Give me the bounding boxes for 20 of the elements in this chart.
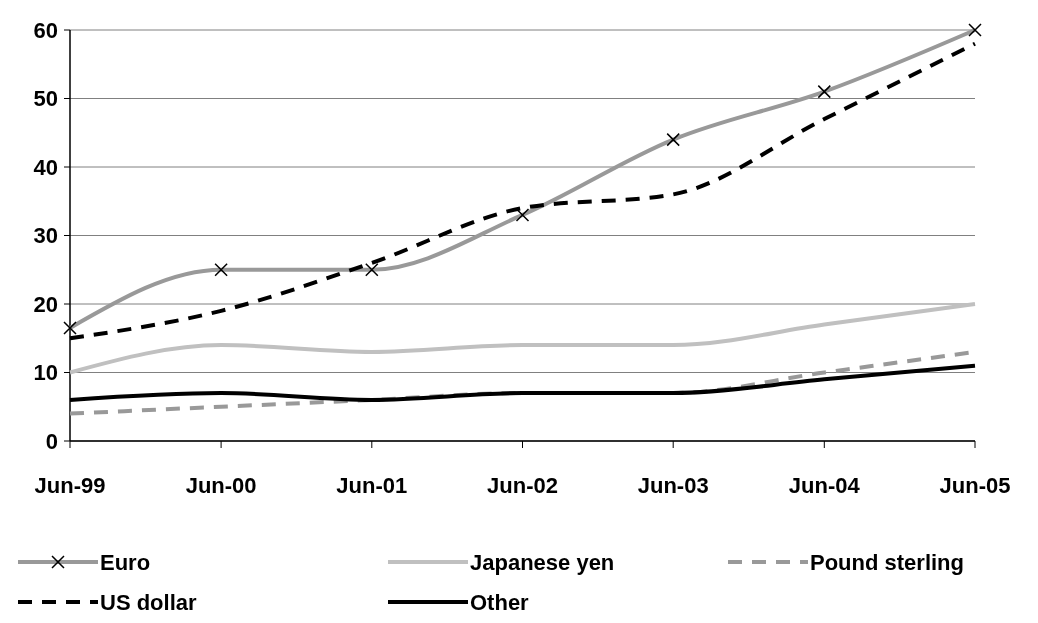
y-tick-label: 30 — [33, 223, 58, 249]
y-tick-label: 60 — [33, 17, 58, 43]
x-tick-label: Jun-03 — [637, 473, 709, 498]
legend-label: Pound sterling — [810, 549, 964, 575]
y-tick-label: 0 — [45, 428, 58, 454]
x-tick-label: Jun-99 — [34, 473, 106, 498]
y-tick-label: 50 — [33, 86, 58, 112]
legend-label: US dollar — [100, 589, 198, 615]
x-tick-label: Jun-01 — [336, 473, 408, 498]
y-tick-label: 40 — [33, 154, 58, 180]
line-series — [68, 302, 977, 375]
y-tick-label: 10 — [33, 360, 58, 386]
legend-label: Euro — [100, 549, 151, 575]
x-tick-label: Jun-02 — [487, 473, 558, 498]
x-tick-label: Jun-00 — [185, 473, 257, 498]
legend-label: Other — [470, 589, 530, 615]
legend-label: Japanese yen — [470, 549, 615, 575]
x-tick-label: Jun-05 — [939, 473, 1011, 498]
x-tick-label: Jun-04 — [788, 473, 861, 498]
y-tick-label: 20 — [33, 291, 58, 317]
